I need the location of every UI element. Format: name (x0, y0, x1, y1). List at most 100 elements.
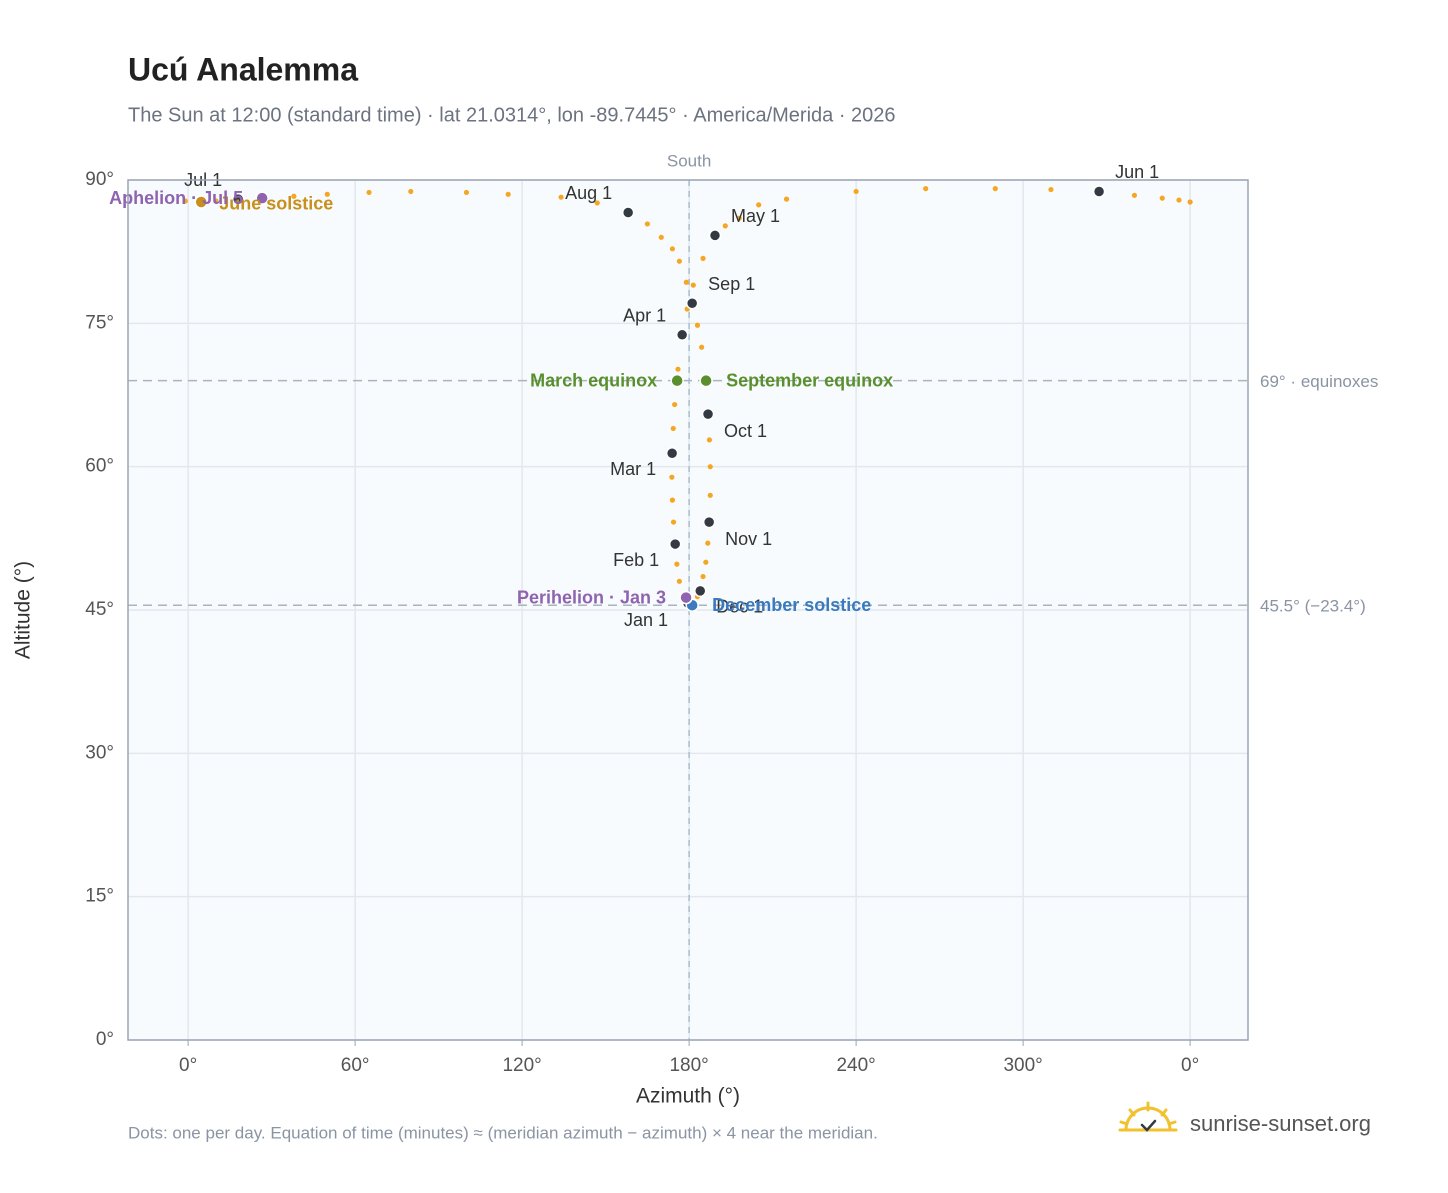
day-dot (1131, 192, 1138, 198)
event-label: December solstice (712, 595, 871, 615)
day-dot (366, 189, 372, 196)
labels: 0° 60° 120° 180° 240° 300° 0° 0° 15° 30° 45° 60° 75°… (85, 151, 1378, 1076)
month-marker (708, 229, 722, 242)
event-marker (194, 195, 208, 209)
plot-border (127, 179, 1249, 1041)
event-label: September equinox (726, 370, 893, 390)
day-dot (683, 279, 689, 285)
x-axis-label: Azimuth (°) (636, 1085, 740, 1108)
day-dot (675, 366, 681, 372)
day-dot (1176, 197, 1182, 203)
month-marker (701, 407, 715, 421)
month-marker (702, 515, 716, 529)
day-dot (669, 474, 675, 480)
event-label: Perihelion · Jan 3 (517, 587, 666, 607)
month-label: Feb 1 (613, 550, 659, 570)
chart-subtitle: The Sun at 12:00 (standard time) · lat 2… (128, 104, 896, 126)
day-dot (722, 223, 728, 229)
day-dot (324, 191, 330, 197)
meridian-label: South (667, 151, 711, 170)
y-tick-label: 75° (85, 312, 114, 333)
brand-logo (1118, 1101, 1178, 1132)
y-tick-label: 45° (85, 599, 114, 620)
month-label: Mar 1 (610, 459, 656, 479)
event-marker (670, 373, 684, 388)
month-label: May 1 (731, 206, 780, 226)
day-dot (670, 519, 677, 525)
day-dot (408, 188, 414, 195)
day-dot (674, 561, 680, 567)
reference-label: 69° · equinoxes (1260, 372, 1378, 391)
day-dot (694, 322, 701, 328)
month-label: Oct 1 (724, 421, 767, 441)
month-marker (1092, 185, 1106, 198)
day-dot (213, 198, 219, 204)
x-tick-label: 0° (179, 1055, 197, 1076)
day-dot (182, 198, 188, 204)
month-marker (621, 206, 635, 219)
month-marker (685, 297, 699, 310)
event-label: March equinox (530, 370, 657, 390)
event-marker (679, 590, 693, 605)
day-dot (853, 188, 859, 195)
day-dot (463, 189, 470, 196)
x-tick-label: 240° (836, 1055, 875, 1076)
y-tick-label: 15° (85, 886, 114, 907)
day-dot (669, 497, 676, 503)
month-marker (675, 328, 689, 342)
day-dot (707, 492, 713, 498)
day-dot (291, 193, 297, 199)
day-dot (644, 221, 650, 227)
day-dot (699, 344, 705, 350)
x-tick-label: 300° (1003, 1055, 1042, 1076)
day-dot (700, 573, 706, 580)
month-label: Aug 1 (565, 183, 612, 203)
month-label: Apr 1 (623, 306, 666, 326)
chart-title: Ucú Analemma (128, 51, 358, 87)
month-label: Jun 1 (1115, 162, 1159, 182)
month-marker (693, 584, 707, 598)
day-dot (756, 202, 762, 208)
month-label: Sep 1 (708, 274, 755, 294)
x-tick-label: 60° (341, 1055, 370, 1076)
day-dot (690, 282, 696, 288)
month-label: Dec 1 (716, 597, 763, 617)
reference-label: 45.5° (−23.4°) (1260, 597, 1366, 616)
day-dot (505, 191, 511, 197)
day-dot (672, 401, 678, 408)
day-dot (558, 194, 564, 200)
footnote: Dots: one per day. Equation of time (min… (128, 1123, 878, 1142)
day-dot (706, 437, 713, 443)
brand: sunrise-sunset.org (1190, 1111, 1371, 1136)
event-label: Aphelion · Jul 5 (109, 188, 243, 208)
day-dot (676, 258, 682, 264)
day-dot (992, 186, 998, 192)
month-label: Nov 1 (725, 529, 772, 549)
x-tick-label: 180° (669, 1055, 708, 1076)
day-dot (1048, 186, 1054, 193)
day-dot (676, 578, 682, 584)
y-tick-label: 60° (85, 456, 114, 477)
day-dot (783, 196, 790, 202)
day-dot (670, 425, 676, 432)
month-marker (668, 537, 682, 551)
day-dot (700, 255, 706, 261)
day-dot (736, 215, 742, 221)
day-dot (1187, 199, 1193, 205)
day-dot (594, 200, 600, 206)
month-marker (665, 447, 679, 460)
day-dot (658, 234, 664, 240)
y-axis-label: Altitude (°) (12, 561, 35, 659)
x-tick-label: 120° (502, 1055, 541, 1076)
day-dot (669, 246, 676, 252)
event-marker (699, 373, 713, 388)
y-tick-label: 30° (85, 742, 114, 763)
month-marker (231, 192, 245, 206)
marks (182, 185, 1193, 612)
x-tick-label: 0° (1181, 1055, 1199, 1076)
day-dot (1159, 195, 1165, 201)
day-dot (705, 540, 711, 546)
day-dot (923, 186, 929, 192)
month-label: Jan 1 (624, 610, 668, 630)
